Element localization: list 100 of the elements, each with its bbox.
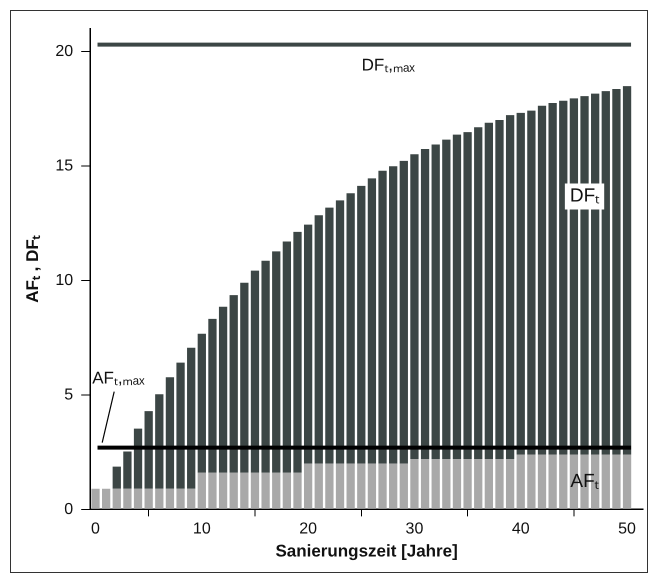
bar (420, 459, 430, 509)
bar (314, 215, 323, 464)
series-label: DFₜ (570, 186, 600, 207)
bar (463, 459, 472, 509)
bar (432, 144, 440, 460)
bar (240, 472, 248, 509)
x-tick-label: 50 (618, 520, 636, 538)
bar (538, 454, 546, 509)
x-tick-label: 0 (91, 520, 100, 538)
y-axis-title: AFₜ , DFₜ (22, 234, 42, 303)
ref-line-label: AFₜ,ₘₐₓ (92, 368, 145, 388)
bar (155, 394, 164, 489)
bar (622, 86, 632, 454)
bar (272, 472, 280, 509)
bar (368, 178, 376, 464)
bar (506, 459, 514, 509)
bar (612, 454, 621, 509)
bar (452, 459, 462, 509)
bar (250, 270, 260, 473)
bar (548, 103, 557, 454)
bar (368, 464, 376, 509)
x-axis-title: Sanierungszeit [Jahre] (275, 541, 458, 560)
bar (559, 100, 568, 454)
bar (527, 454, 536, 509)
y-tick-label: 10 (55, 272, 74, 289)
bar (346, 464, 355, 509)
bar (442, 140, 450, 460)
bar (474, 459, 482, 509)
y-tick-label: 15 (55, 157, 74, 174)
bar (432, 459, 440, 509)
bar (516, 454, 525, 509)
bar (559, 454, 568, 509)
bar (198, 334, 206, 473)
bar (612, 89, 621, 454)
bar (474, 127, 482, 460)
bar (602, 91, 610, 454)
bar (230, 472, 238, 509)
bar (484, 122, 493, 460)
bar (240, 282, 248, 473)
bar (389, 166, 398, 464)
bar (155, 488, 164, 509)
bar (484, 459, 493, 509)
bar (304, 464, 312, 509)
bar (187, 488, 196, 509)
bar (198, 472, 206, 509)
bar (250, 472, 260, 509)
bar (123, 488, 132, 509)
bar (622, 454, 632, 509)
bar (389, 464, 398, 509)
bar (527, 110, 536, 454)
bar (602, 454, 610, 509)
bar (166, 488, 174, 509)
bar (112, 488, 121, 509)
bar (166, 377, 174, 489)
bar (176, 488, 185, 509)
bar (400, 464, 408, 509)
x-tick-label: 10 (192, 520, 211, 538)
bar (452, 134, 462, 460)
bar (538, 106, 546, 454)
x-tick-label: 30 (406, 520, 424, 538)
bar (218, 472, 228, 509)
bar (293, 472, 302, 509)
bar (134, 428, 142, 489)
bar (548, 454, 557, 509)
bar (208, 318, 217, 473)
bar (230, 295, 238, 473)
bar (463, 132, 472, 460)
bar (261, 472, 270, 509)
bar (336, 200, 344, 464)
bar (378, 464, 387, 509)
bar (506, 115, 514, 460)
bar (442, 459, 450, 509)
bar (420, 149, 430, 460)
bar (410, 154, 419, 460)
bar (187, 348, 196, 489)
bar (272, 251, 280, 473)
bar (378, 170, 387, 464)
bar (495, 120, 504, 460)
bar (91, 488, 100, 509)
bar (304, 224, 312, 464)
bar (400, 160, 408, 464)
bar (112, 466, 121, 489)
bar (314, 464, 323, 509)
bar (176, 362, 185, 489)
bar (218, 306, 228, 473)
bar (123, 451, 132, 489)
y-tick-label: 0 (64, 500, 74, 518)
bar (134, 488, 142, 509)
bar (144, 488, 153, 509)
bar (357, 464, 366, 509)
bar (293, 232, 302, 473)
bar (325, 464, 334, 509)
bar (325, 208, 334, 464)
y-tick-label: 5 (64, 386, 74, 404)
bar (410, 459, 419, 509)
bar (495, 459, 504, 509)
x-tick-label: 20 (299, 520, 318, 538)
bar (346, 193, 355, 464)
y-tick-label: 20 (55, 42, 74, 60)
bar (282, 472, 292, 509)
